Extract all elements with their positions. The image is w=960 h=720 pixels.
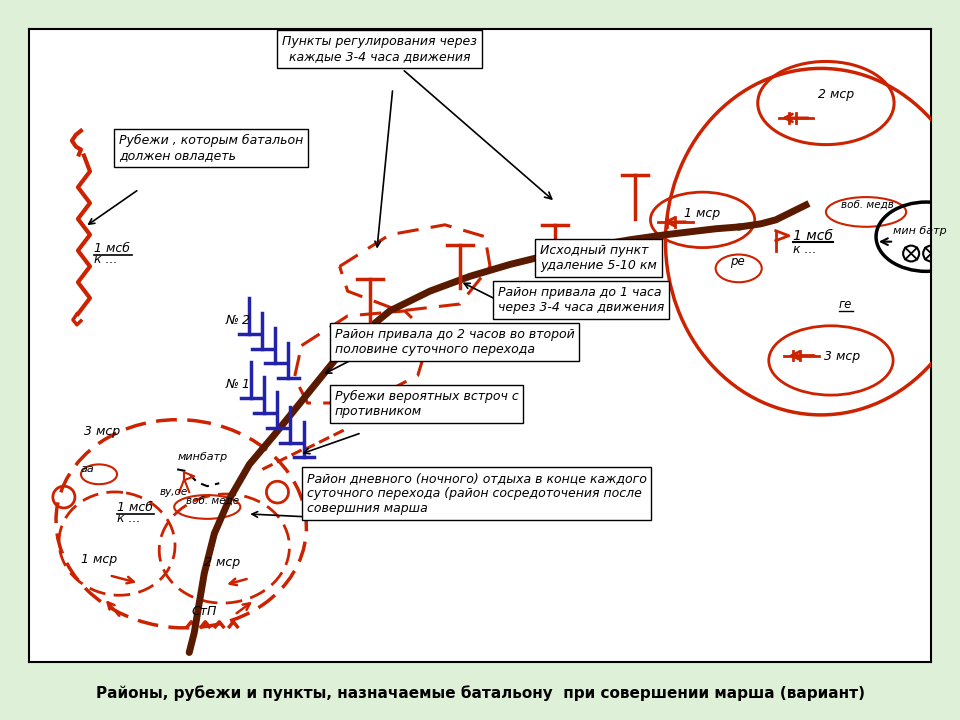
Text: 1 мсб: 1 мсб (793, 229, 832, 243)
Text: Район привала до 1 часа
через 3-4 часа движения: Район привала до 1 часа через 3-4 часа д… (498, 286, 664, 314)
Text: 1 мср: 1 мср (81, 554, 117, 567)
Text: Рубежи , которым батальон
должен овладеть: Рубежи , которым батальон должен овладет… (119, 135, 303, 163)
Text: 2 мср: 2 мср (204, 557, 240, 570)
Text: Районы, рубежи и пункты, назначаемые батальону  при совершении марша (вариант): Районы, рубежи и пункты, назначаемые бат… (95, 685, 865, 701)
Text: 3 мср: 3 мср (84, 425, 120, 438)
Text: 1 мсб: 1 мсб (117, 501, 153, 514)
Text: минбатр: минбатр (178, 452, 228, 462)
Text: Рубежи вероятных встроч с
противником: Рубежи вероятных встроч с противником (335, 390, 518, 418)
Text: к ...: к ... (117, 512, 140, 525)
Text: ге: ге (839, 298, 852, 311)
Text: Район дневного (ночного) отдыха в конце каждого
суточного перехода (район сосред: Район дневного (ночного) отдыха в конце … (306, 472, 646, 515)
Text: 1 мсб: 1 мсб (94, 241, 130, 255)
Text: № 2: № 2 (226, 314, 251, 327)
Text: Пункты регулирования через
каждые 3-4 часа движения: Пункты регулирования через каждые 3-4 ча… (282, 35, 552, 199)
Text: № 1: № 1 (226, 378, 251, 391)
Text: ре: ре (730, 256, 744, 269)
Text: 2 мср: 2 мср (818, 88, 854, 101)
Text: к ...: к ... (94, 253, 117, 266)
Text: аа: аа (81, 464, 95, 474)
Text: Исходный пункт
удаление 5-10 км: Исходный пункт удаление 5-10 км (540, 244, 657, 272)
Text: Район привала до 2 часов во второй
половине суточного перехода: Район привала до 2 часов во второй полов… (335, 328, 574, 356)
Text: 1 мср: 1 мср (684, 207, 720, 220)
Text: СтП: СтП (191, 605, 217, 618)
Text: воб. меде: воб. меде (186, 496, 239, 506)
Text: мин батр: мин батр (893, 226, 947, 235)
Text: 3 мср: 3 мср (824, 351, 860, 364)
Text: ву,ое: ву,ое (159, 487, 187, 497)
Text: воб. медв: воб. медв (841, 200, 894, 210)
Text: к ...: к ... (793, 243, 816, 256)
